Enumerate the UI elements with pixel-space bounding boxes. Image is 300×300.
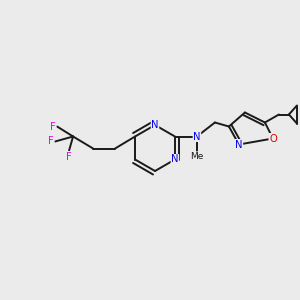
Text: Me: Me — [190, 152, 204, 161]
Text: N: N — [235, 140, 243, 149]
Text: O: O — [269, 134, 277, 143]
Text: F: F — [48, 136, 54, 146]
Text: N: N — [151, 120, 159, 130]
Text: N: N — [193, 131, 201, 142]
Text: N: N — [171, 154, 179, 164]
Text: F: F — [50, 122, 56, 131]
Text: F: F — [66, 152, 72, 161]
